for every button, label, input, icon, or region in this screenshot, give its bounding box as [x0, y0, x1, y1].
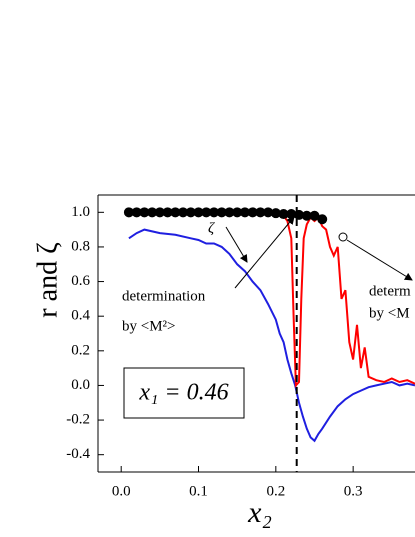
annotation: determ: [369, 283, 411, 299]
y-tick-label: 0.2: [71, 342, 90, 358]
data-point: [139, 207, 150, 218]
data-point: [247, 207, 258, 218]
y-axis-title: r and ζ: [32, 242, 63, 317]
data-point: [301, 210, 312, 221]
annotation-marker: [338, 232, 348, 242]
data-point: [147, 207, 158, 218]
annotation: by <M²>: [122, 318, 176, 334]
y-tick-label: -0.2: [66, 412, 90, 428]
y-tick-label: 0.4: [71, 308, 90, 324]
x-tick-label: 0.3: [344, 483, 363, 499]
data-point: [178, 207, 189, 218]
y-tick-label: 0.8: [71, 238, 90, 254]
y-tick-label: 1.0: [71, 204, 90, 220]
data-point: [309, 210, 320, 221]
data-point: [270, 208, 281, 219]
annotation-box: [123, 367, 245, 419]
data-point: [224, 207, 235, 218]
data-point: [185, 207, 196, 218]
data-point: [123, 207, 134, 218]
data-point: [317, 214, 328, 225]
x-tick-label: 0.2: [266, 483, 285, 499]
y-tick-label: -0.4: [66, 446, 90, 462]
data-point: [232, 207, 243, 218]
data-point: [162, 207, 173, 218]
arrow: [346, 239, 413, 281]
data-point: [239, 207, 250, 218]
data-point: [193, 207, 204, 218]
annotation: ζ: [208, 220, 215, 236]
data-point: [131, 207, 142, 218]
x-axis-title: x₂: [247, 496, 272, 529]
data-line: [128, 228, 415, 443]
arrow: [234, 216, 295, 289]
data-point: [170, 207, 181, 218]
data-point: [208, 207, 219, 218]
y-tick-label: 0.0: [71, 377, 90, 393]
data-point: [201, 207, 212, 218]
x-tick-label: 0.0: [112, 483, 131, 499]
data-point: [255, 207, 266, 218]
annotation: x₁ = 0.46: [138, 380, 228, 406]
data-point: [216, 207, 227, 218]
x-tick-label: 0.1: [189, 483, 208, 499]
annotation: by <M: [369, 305, 410, 321]
arrow: [225, 226, 248, 263]
data-point: [278, 209, 289, 220]
y-tick-label: 0.6: [71, 273, 90, 289]
annotation: determination: [122, 288, 206, 304]
data-point: [154, 207, 165, 218]
data-point: [263, 207, 274, 218]
